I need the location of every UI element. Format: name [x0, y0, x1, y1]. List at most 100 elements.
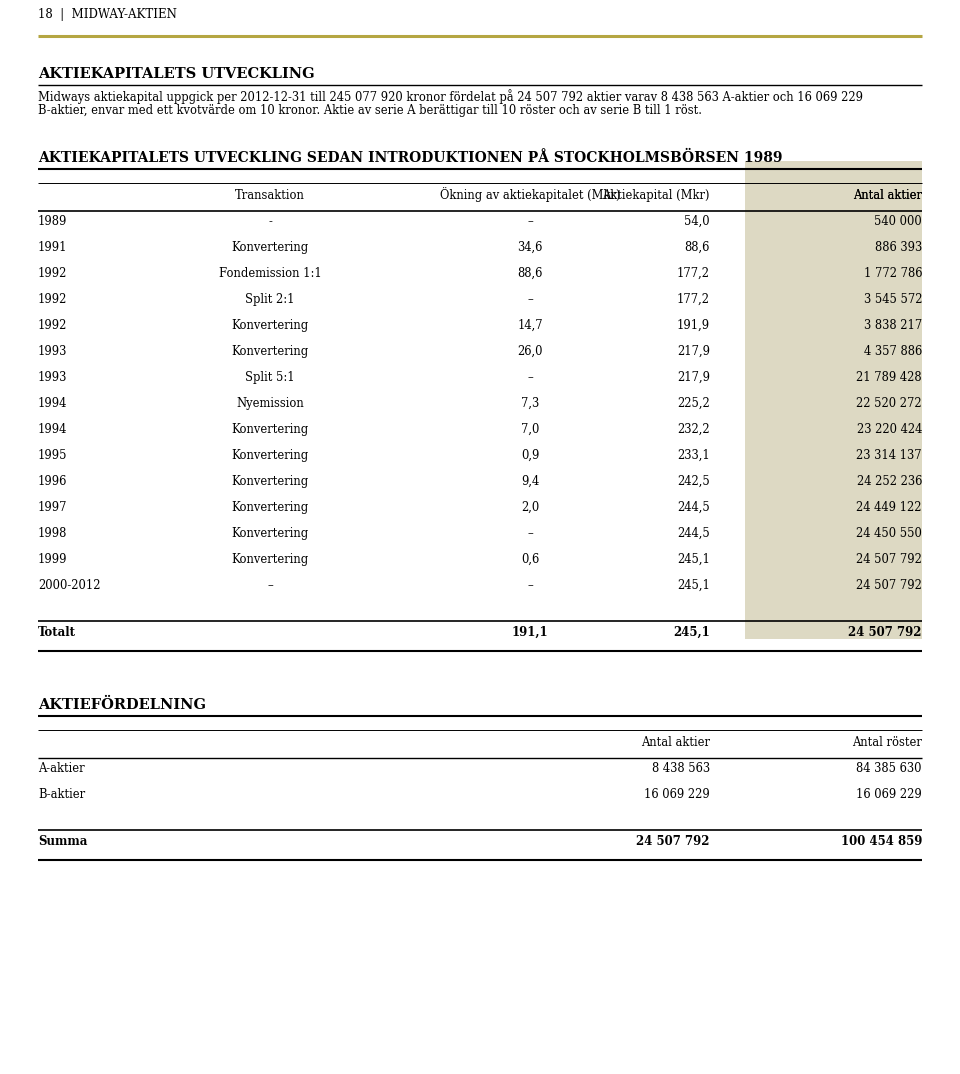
Text: 886 393: 886 393 — [875, 241, 922, 253]
Text: 26,0: 26,0 — [517, 345, 542, 358]
Text: AKTIEKAPITALETS UTVECKLING: AKTIEKAPITALETS UTVECKLING — [38, 67, 315, 81]
Text: 245,1: 245,1 — [677, 579, 710, 592]
Text: 2000-2012: 2000-2012 — [38, 579, 101, 592]
Text: 177,2: 177,2 — [677, 267, 710, 280]
Text: Split 5:1: Split 5:1 — [245, 371, 295, 384]
Text: 22 520 272: 22 520 272 — [856, 397, 922, 410]
Text: 244,5: 244,5 — [677, 527, 710, 540]
Text: 24 252 236: 24 252 236 — [856, 475, 922, 488]
Text: Antal aktier: Antal aktier — [853, 189, 922, 202]
Text: 232,2: 232,2 — [678, 423, 710, 436]
Text: 24 507 792: 24 507 792 — [856, 553, 922, 566]
Text: Aktiekapital (Mkr): Aktiekapital (Mkr) — [603, 189, 710, 202]
Text: Totalt: Totalt — [38, 626, 76, 639]
Text: -: - — [268, 215, 272, 228]
Text: 18  |  MIDWAY-AKTIEN: 18 | MIDWAY-AKTIEN — [38, 8, 177, 21]
Text: 244,5: 244,5 — [677, 500, 710, 514]
Text: 24 507 792: 24 507 792 — [849, 626, 922, 639]
Text: Konvertering: Konvertering — [231, 241, 308, 253]
Text: 1992: 1992 — [38, 293, 67, 306]
Text: 1994: 1994 — [38, 397, 67, 410]
Text: Konvertering: Konvertering — [231, 345, 308, 358]
Text: 24 450 550: 24 450 550 — [856, 527, 922, 540]
Text: B-aktier, envar med ett kvotvärde om 10 kronor. Aktie av serie A berättigar till: B-aktier, envar med ett kvotvärde om 10 … — [38, 104, 702, 117]
Text: 1992: 1992 — [38, 319, 67, 332]
Text: 1 772 786: 1 772 786 — [863, 267, 922, 280]
Text: 16 069 229: 16 069 229 — [856, 788, 922, 801]
Text: 7,0: 7,0 — [521, 423, 540, 436]
Text: 88,6: 88,6 — [517, 267, 542, 280]
Text: 242,5: 242,5 — [677, 475, 710, 488]
Text: 21 789 428: 21 789 428 — [856, 371, 922, 384]
Text: 23 314 137: 23 314 137 — [856, 449, 922, 462]
Text: 1996: 1996 — [38, 475, 67, 488]
Text: 0,9: 0,9 — [521, 449, 540, 462]
Text: 191,1: 191,1 — [512, 626, 548, 639]
Text: Midways aktiekapital uppgick per 2012-12-31 till 245 077 920 kronor fördelat på : Midways aktiekapital uppgick per 2012-12… — [38, 89, 863, 104]
Text: 217,9: 217,9 — [677, 345, 710, 358]
Text: Konvertering: Konvertering — [231, 500, 308, 514]
Text: 225,2: 225,2 — [677, 397, 710, 410]
Text: 2,0: 2,0 — [521, 500, 540, 514]
Text: Split 2:1: Split 2:1 — [245, 293, 295, 306]
Text: 1991: 1991 — [38, 241, 67, 253]
Text: 245,1: 245,1 — [673, 626, 710, 639]
Text: A-aktier: A-aktier — [38, 761, 84, 775]
Text: 245,1: 245,1 — [677, 553, 710, 566]
Text: B-aktier: B-aktier — [38, 788, 85, 801]
Text: –: – — [527, 579, 533, 592]
Text: 0,6: 0,6 — [521, 553, 540, 566]
Text: 8 438 563: 8 438 563 — [652, 761, 710, 775]
Text: Konvertering: Konvertering — [231, 553, 308, 566]
Text: Transaktion: Transaktion — [235, 189, 305, 202]
Text: 100 454 859: 100 454 859 — [841, 834, 922, 848]
Text: 54,0: 54,0 — [684, 215, 710, 228]
Text: Nyemission: Nyemission — [236, 397, 304, 410]
Text: 24 507 792: 24 507 792 — [856, 579, 922, 592]
Text: 16 069 229: 16 069 229 — [644, 788, 710, 801]
Text: 7,3: 7,3 — [521, 397, 540, 410]
Text: 84 385 630: 84 385 630 — [856, 761, 922, 775]
Text: 14,7: 14,7 — [517, 319, 542, 332]
Text: Konvertering: Konvertering — [231, 319, 308, 332]
Text: 3 838 217: 3 838 217 — [864, 319, 922, 332]
Text: 1992: 1992 — [38, 267, 67, 280]
Text: AKTIEFÖRDELNING: AKTIEFÖRDELNING — [38, 698, 206, 712]
Text: 34,6: 34,6 — [517, 241, 542, 253]
Text: 24 507 792: 24 507 792 — [636, 834, 710, 848]
Text: 1997: 1997 — [38, 500, 67, 514]
Text: 1998: 1998 — [38, 527, 67, 540]
Text: 23 220 424: 23 220 424 — [856, 423, 922, 436]
Text: –: – — [527, 293, 533, 306]
Text: 3 545 572: 3 545 572 — [863, 293, 922, 306]
Text: 217,9: 217,9 — [677, 371, 710, 384]
Text: 88,6: 88,6 — [684, 241, 710, 253]
Text: Fondemission 1:1: Fondemission 1:1 — [219, 267, 322, 280]
Text: 1989: 1989 — [38, 215, 67, 228]
Text: –: – — [527, 215, 533, 228]
Text: Konvertering: Konvertering — [231, 449, 308, 462]
Text: 4 357 886: 4 357 886 — [864, 345, 922, 358]
Text: 540 000: 540 000 — [875, 215, 922, 228]
Text: 191,9: 191,9 — [677, 319, 710, 332]
Text: Konvertering: Konvertering — [231, 423, 308, 436]
Text: 233,1: 233,1 — [677, 449, 710, 462]
Text: 1993: 1993 — [38, 345, 67, 358]
Text: 9,4: 9,4 — [521, 475, 540, 488]
Text: –: – — [527, 527, 533, 540]
Text: 177,2: 177,2 — [677, 293, 710, 306]
Text: 1993: 1993 — [38, 371, 67, 384]
Text: 24 449 122: 24 449 122 — [856, 500, 922, 514]
Text: Konvertering: Konvertering — [231, 527, 308, 540]
Text: Summa: Summa — [38, 834, 87, 848]
Bar — [745, 211, 922, 639]
Text: AKTIEKAPITALETS UTVECKLING SEDAN INTRODUKTIONEN PÅ STOCKHOLMSBÖRSEN 1989: AKTIEKAPITALETS UTVECKLING SEDAN INTRODU… — [38, 150, 782, 165]
Text: –: – — [267, 579, 273, 592]
Text: Konvertering: Konvertering — [231, 475, 308, 488]
Text: 1999: 1999 — [38, 553, 67, 566]
Text: Antal röster: Antal röster — [852, 736, 922, 749]
Text: 1995: 1995 — [38, 449, 67, 462]
Bar — [745, 161, 922, 211]
Text: Antal aktier: Antal aktier — [853, 189, 922, 202]
Text: Antal aktier: Antal aktier — [641, 736, 710, 749]
